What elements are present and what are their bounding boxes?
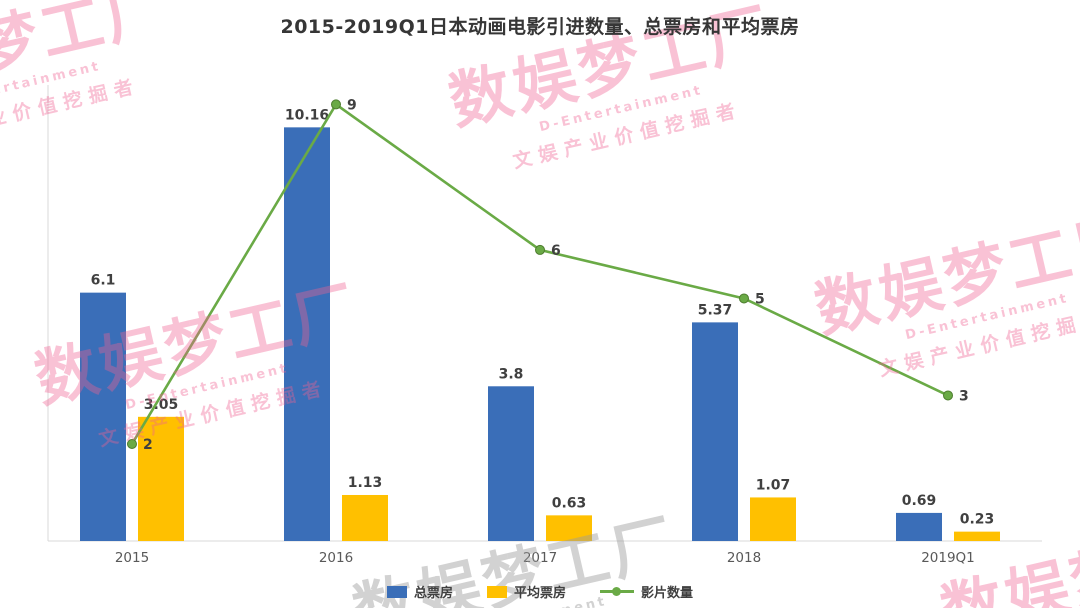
line-value-label: 5 — [755, 291, 765, 307]
line-point — [535, 244, 545, 255]
category-label: 2019Q1 — [921, 550, 975, 566]
legend-item-2[interactable]: 影片数量 — [600, 582, 693, 601]
line-path — [130, 102, 949, 445]
category-label: 2017 — [523, 550, 557, 566]
bar-平均票房 — [138, 416, 184, 541]
bar-value-label: 0.23 — [960, 512, 995, 528]
line-value-label: 9 — [347, 97, 357, 113]
bar-value-label: 6.1 — [91, 273, 116, 289]
bar-value-label: 0.69 — [902, 493, 937, 509]
line-point — [127, 438, 137, 449]
line-point — [331, 99, 341, 110]
bar-value-label: 1.07 — [756, 477, 791, 493]
legend-item-0[interactable]: 总票房 — [386, 582, 453, 601]
legend-line-swatch — [600, 585, 634, 598]
line-value-label: 2 — [143, 437, 153, 453]
chart-legend: 总票房 平均票房 影片数量 — [0, 582, 1080, 601]
legend-bar-swatch — [386, 585, 407, 598]
bar-总票房 — [692, 322, 738, 541]
category-label: 2016 — [319, 550, 353, 566]
legend-bar-swatch — [486, 585, 507, 598]
line-value-label: 6 — [551, 243, 561, 259]
bar-总票房 — [488, 386, 534, 541]
chart-title: 2015-2019Q1日本动画电影引进数量、总票房和平均票房 — [280, 16, 800, 38]
category-label: 2018 — [727, 550, 761, 566]
legend-line-swatch-dot — [612, 587, 621, 596]
line-point — [739, 293, 749, 304]
bar-value-label: 3.05 — [144, 397, 179, 413]
line-point — [943, 390, 953, 401]
legend-label: 影片数量 — [641, 586, 694, 601]
bar-平均票房 — [546, 515, 592, 541]
bar-value-label: 1.13 — [348, 475, 383, 491]
bar-value-label: 0.63 — [552, 495, 587, 511]
bar-value-label: 5.37 — [698, 302, 733, 318]
category-label: 2015 — [115, 550, 149, 566]
bar-value-label: 10.16 — [285, 107, 329, 123]
bar-value-label: 3.8 — [499, 366, 524, 382]
bar-总票房 — [284, 127, 330, 541]
bar-总票房 — [896, 512, 942, 541]
legend-item-1[interactable]: 平均票房 — [486, 582, 566, 601]
line-value-label: 3 — [959, 388, 969, 404]
legend-label: 平均票房 — [513, 586, 566, 601]
bar-平均票房 — [342, 494, 388, 541]
bar-平均票房 — [750, 497, 796, 541]
legend-label: 总票房 — [413, 586, 453, 601]
bar-总票房 — [80, 292, 126, 541]
bar-平均票房 — [954, 531, 1000, 541]
